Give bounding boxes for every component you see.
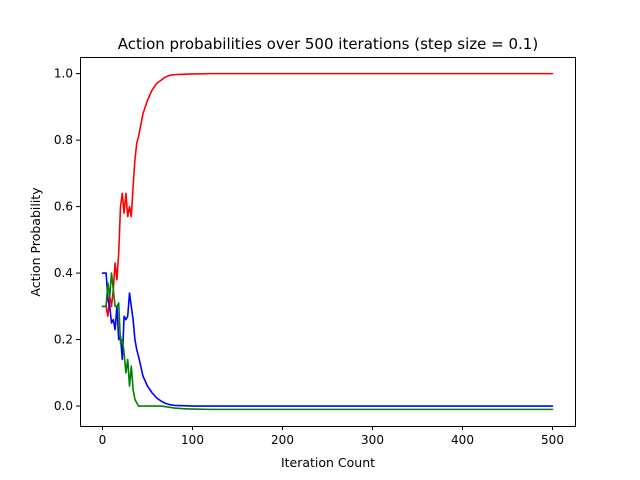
y-tick-label: 0.2 [54,333,73,347]
series-line-2 [101,272,554,407]
plot-frame [80,57,576,427]
y-tick-label: 0.4 [54,266,73,280]
y-tick-label: 1.0 [54,67,73,81]
x-tick-label: 100 [181,433,204,447]
x-tick-label: 400 [451,433,474,447]
series-layer [101,72,554,411]
y-tick-label: 0.6 [54,200,73,214]
series-line-3 [101,272,554,411]
x-tick-label: 0 [99,433,107,447]
y-axis-label: Action Probability [28,187,43,297]
series-line-1 [101,72,554,318]
y-tick-label: 0.0 [54,399,73,413]
x-tick-label: 500 [541,433,564,447]
y-tick-label: 0.8 [54,133,73,147]
chart-title: Action probabilities over 500 iterations… [118,35,538,53]
x-axis-label: Iteration Count [281,455,375,470]
ticks-layer: 0 100 200 300 400 500 0.0 0.2 0.4 0.6 0.8 1.0 [54,67,564,447]
x-tick-label: 200 [271,433,294,447]
x-tick-label: 300 [361,433,384,447]
